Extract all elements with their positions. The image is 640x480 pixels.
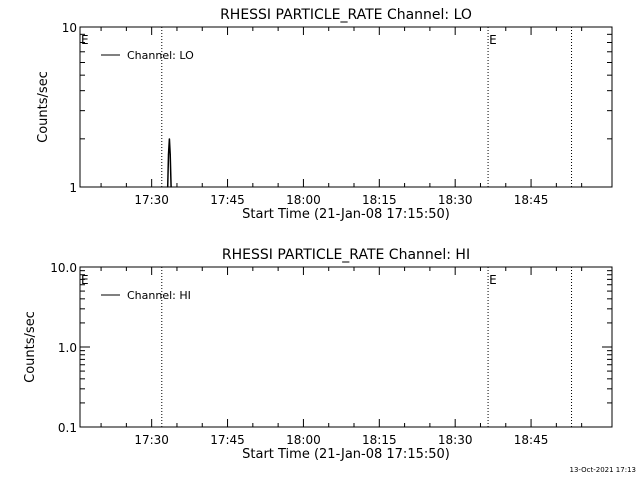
x-tick-label: 18:30 bbox=[438, 193, 473, 207]
x-tick-label: 18:15 bbox=[362, 433, 397, 447]
data-point bbox=[169, 153, 171, 155]
x-axis-label: Start Time (21-Jan-08 17:15:50) bbox=[242, 447, 450, 462]
legend-entry: Channel: LO bbox=[127, 49, 194, 62]
time-marker-label: E bbox=[81, 273, 89, 287]
data-point bbox=[167, 153, 170, 155]
series-line bbox=[166, 138, 172, 188]
data-point bbox=[167, 186, 169, 188]
y-tick-label: 10 bbox=[62, 21, 77, 35]
y-tick-label: 0.1 bbox=[58, 421, 77, 435]
x-tick-label: 18:45 bbox=[514, 433, 549, 447]
y-tick-label: 1.0 bbox=[58, 341, 77, 355]
time-marker-label: E bbox=[489, 273, 497, 287]
y-axis-label: Counts/sec bbox=[36, 71, 51, 143]
chart-panel-1: RHESSI PARTICLE_RATE Channel: LO 1 10 17:30… bbox=[36, 7, 613, 222]
x-tick-label: 17:45 bbox=[210, 433, 245, 447]
x-tick-label: 17:45 bbox=[210, 193, 245, 207]
y-tick-label: 1 bbox=[69, 181, 77, 195]
time-marker-label: E bbox=[81, 33, 89, 47]
chart-panel-2: RHESSI PARTICLE_RATE Channel: HI 0.1 1.0 10… bbox=[23, 247, 613, 462]
x-tick-label: 17:30 bbox=[134, 433, 169, 447]
x-tick-label: 18:30 bbox=[438, 433, 473, 447]
x-tick-label: 18:45 bbox=[514, 193, 549, 207]
x-tick-label: 18:00 bbox=[286, 193, 321, 207]
time-marker-label: E bbox=[489, 33, 497, 47]
y-tick-label: 10.0 bbox=[50, 261, 77, 275]
x-tick-label: 18:00 bbox=[286, 433, 321, 447]
data-point bbox=[168, 138, 170, 140]
x-tick-label: 18:15 bbox=[362, 193, 397, 207]
legend-entry: Channel: HI bbox=[127, 289, 191, 302]
plot-frame bbox=[79, 26, 613, 188]
footer-timestamp: 13-Oct-2021 17:13 bbox=[569, 466, 636, 474]
x-tick-label: 17:30 bbox=[134, 193, 169, 207]
chart-title: RHESSI PARTICLE_RATE Channel: HI bbox=[222, 247, 470, 263]
y-axis-label: Counts/sec bbox=[23, 311, 38, 383]
x-axis-label: Start Time (21-Jan-08 17:15:50) bbox=[242, 207, 450, 222]
chart-title: RHESSI PARTICLE_RATE Channel: LO bbox=[220, 7, 472, 23]
data-point bbox=[170, 186, 172, 188]
